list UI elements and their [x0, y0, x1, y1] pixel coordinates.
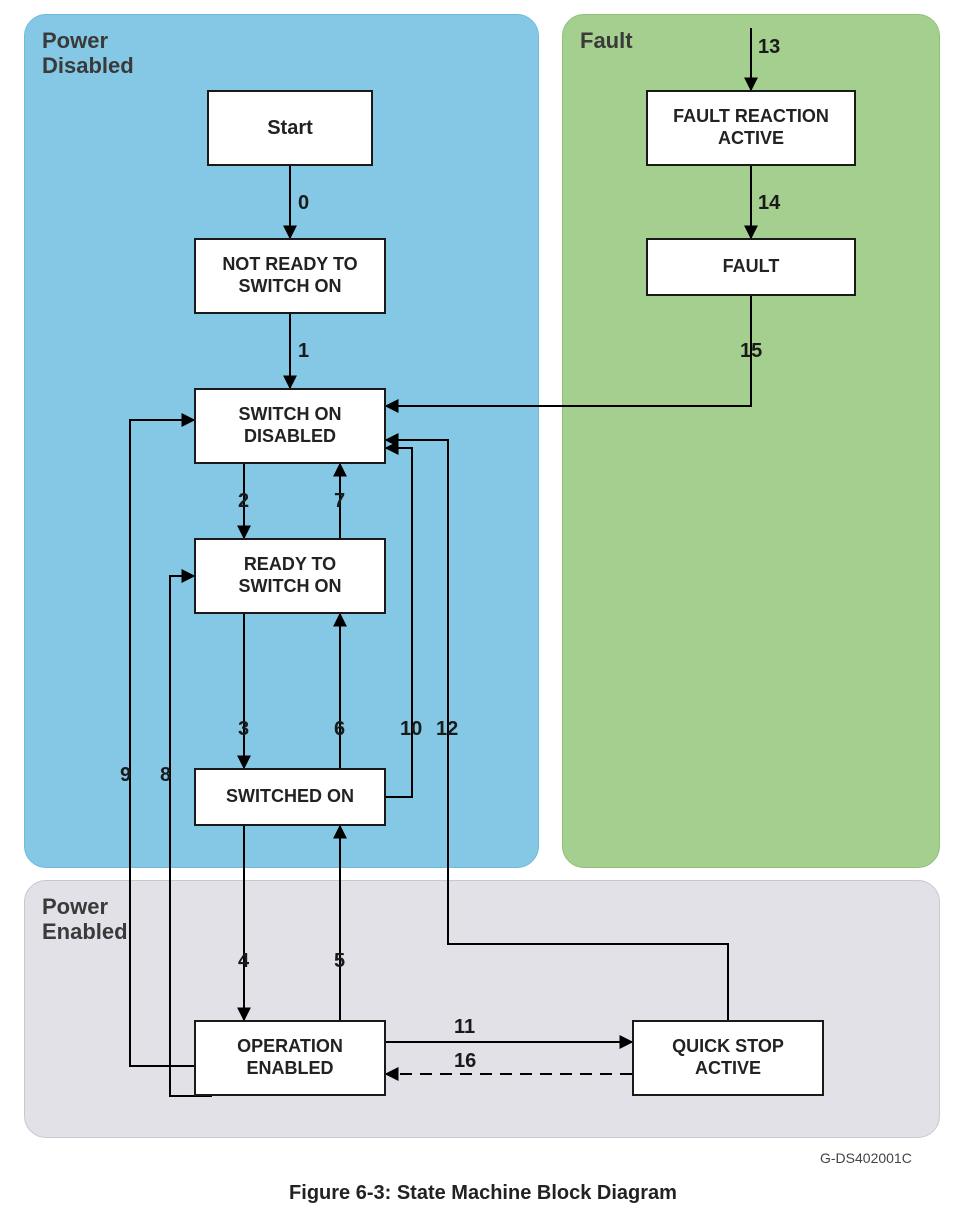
edge-label-6: 6: [334, 718, 345, 741]
node-operation-enabled: OPERATIONENABLED: [194, 1020, 386, 1096]
node-start: Start: [207, 90, 373, 166]
edge-label-9: 9: [120, 764, 131, 787]
edge-label-4: 4: [238, 950, 249, 973]
edge-label-14: 14: [758, 192, 780, 215]
node-fault: FAULT: [646, 238, 856, 296]
edge-label-1: 1: [298, 340, 309, 363]
node-quick-stop-active: QUICK STOPACTIVE: [632, 1020, 824, 1096]
edge-label-0: 0: [298, 192, 309, 215]
region-power-enabled: [24, 880, 940, 1138]
node-ready-to-switch-on: READY TOSWITCH ON: [194, 538, 386, 614]
edge-label-12: 12: [436, 718, 458, 741]
region-label-power-enabled: PowerEnabled: [42, 894, 128, 945]
edge-label-13: 13: [758, 36, 780, 59]
node-switch-on-disabled: SWITCH ONDISABLED: [194, 388, 386, 464]
diagram-canvas: PowerDisabled Fault PowerEnabled Start N…: [0, 0, 966, 1221]
node-not-ready-to-switch-on: NOT READY TOSWITCH ON: [194, 238, 386, 314]
node-fault-reaction-active: FAULT REACTIONACTIVE: [646, 90, 856, 166]
region-label-fault: Fault: [580, 28, 633, 53]
edge-label-15: 15: [740, 340, 762, 363]
edge-label-3: 3: [238, 718, 249, 741]
node-switched-on: SWITCHED ON: [194, 768, 386, 826]
figure-caption: Figure 6-3: State Machine Block Diagram: [0, 1182, 966, 1205]
edge-label-2: 2: [238, 490, 249, 513]
edge-label-10: 10: [400, 718, 422, 741]
edge-label-7: 7: [334, 490, 345, 513]
edge-label-16: 16: [454, 1050, 476, 1073]
edge-label-11: 11: [454, 1016, 475, 1039]
document-id: G-DS402001C: [820, 1150, 912, 1166]
edge-label-5: 5: [334, 950, 345, 973]
region-label-power-disabled: PowerDisabled: [42, 28, 134, 79]
edge-label-8: 8: [160, 764, 171, 787]
